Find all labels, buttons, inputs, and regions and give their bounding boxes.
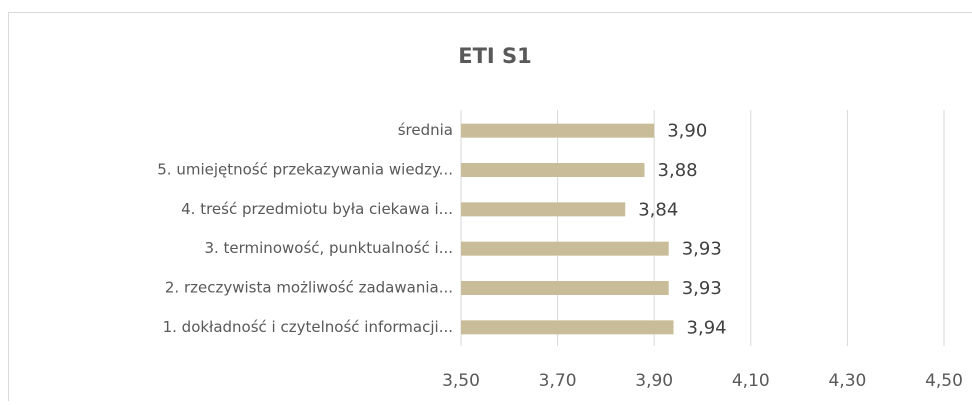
y-tick-label: 5. umiejętność przekazywania wiedzy...: [157, 161, 453, 179]
value-label: 3,94: [687, 317, 727, 338]
y-tick-label: 1. dokładność i czytelność informacji...: [163, 318, 453, 336]
bar: [461, 281, 669, 295]
y-tick-label: 4. treść przedmiotu była ciekawa i...: [181, 200, 453, 218]
y-tick-label: 3. terminowość, punktualność i...: [204, 239, 453, 257]
value-label: 3,88: [658, 160, 698, 181]
x-tick-label: 3,70: [539, 371, 577, 391]
y-tick-label: 2. rzeczywista możliwość zadawania...: [165, 279, 453, 297]
bar: [461, 124, 654, 138]
x-tick-label: 3,90: [635, 371, 673, 391]
value-label: 3,84: [638, 199, 678, 220]
x-tick-label: 4,50: [925, 371, 963, 391]
x-tick-label: 4,30: [828, 371, 866, 391]
bar: [461, 163, 645, 177]
chart-title: ETI S1: [458, 44, 532, 68]
value-label: 3,93: [682, 278, 722, 299]
x-tick-label: 3,50: [442, 371, 480, 391]
bar: [461, 242, 669, 256]
x-tick-label: 4,10: [732, 371, 770, 391]
y-tick-label: średnia: [398, 121, 453, 139]
value-label: 3,93: [682, 239, 722, 260]
bar: [461, 320, 674, 334]
bar: [461, 202, 625, 216]
value-label: 3,90: [667, 121, 707, 142]
